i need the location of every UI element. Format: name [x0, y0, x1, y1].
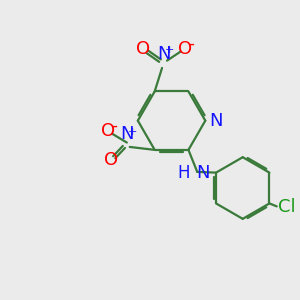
- Text: H: H: [177, 164, 190, 182]
- Text: O: O: [178, 40, 192, 58]
- Text: N: N: [120, 125, 134, 143]
- Text: Cl: Cl: [278, 198, 296, 216]
- Text: O: O: [136, 40, 150, 58]
- Text: O: O: [103, 151, 118, 169]
- Text: -: -: [111, 116, 117, 134]
- Text: N: N: [157, 45, 170, 63]
- Text: +: +: [165, 45, 174, 55]
- Text: -: -: [188, 35, 194, 53]
- Text: O: O: [101, 122, 115, 140]
- Text: N: N: [210, 112, 223, 130]
- Text: N: N: [196, 164, 209, 182]
- Text: +: +: [128, 127, 137, 137]
